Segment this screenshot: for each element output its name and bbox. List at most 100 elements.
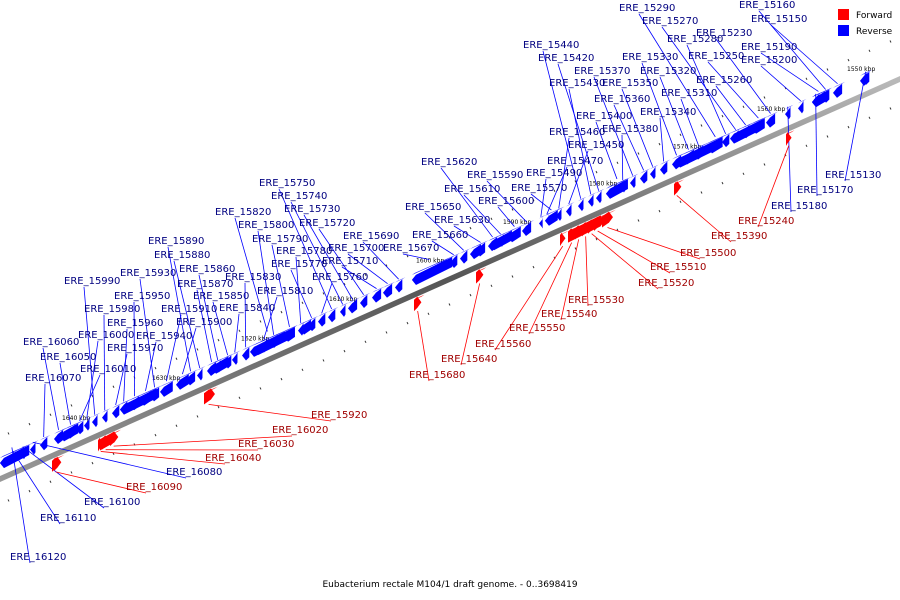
gene-ere-15500 bbox=[602, 211, 613, 228]
gene-features bbox=[0, 69, 873, 472]
gene-ere-15830 bbox=[242, 347, 250, 361]
gene-label: ERE_15530 bbox=[568, 295, 624, 306]
leader-line bbox=[686, 44, 727, 135]
minor-tick bbox=[70, 471, 73, 474]
gene-label: ERE_15900 bbox=[176, 317, 232, 328]
legend-forward-swatch bbox=[838, 9, 849, 20]
gene-label: ERE_15180 bbox=[771, 201, 827, 212]
leader-line bbox=[621, 88, 654, 167]
gene-label: ERE_16020 bbox=[272, 425, 328, 436]
minor-tick bbox=[28, 422, 31, 426]
leader-line bbox=[540, 178, 547, 217]
gene-label: ERE_15740 bbox=[271, 191, 327, 202]
gene-ere-15440 bbox=[578, 198, 584, 212]
leader-line bbox=[597, 230, 671, 274]
leader-line bbox=[103, 314, 106, 411]
gene-block bbox=[786, 132, 792, 146]
gene-label: ERE_15190 bbox=[741, 42, 797, 53]
leader-line bbox=[715, 85, 746, 126]
leader-line bbox=[12, 450, 61, 525]
gene-ere-15830-top bbox=[242, 345, 253, 351]
gene-label: ERE_15510 bbox=[650, 262, 706, 273]
leader-line bbox=[607, 227, 701, 260]
gene-ere-15350 bbox=[650, 166, 656, 180]
gene-block bbox=[676, 137, 722, 168]
gene-label: ERE_15170 bbox=[797, 185, 853, 196]
leader-line bbox=[546, 166, 568, 215]
gene-label: ERE_15330 bbox=[622, 52, 678, 63]
gene-ere-15180 bbox=[785, 106, 791, 120]
minor-tick bbox=[889, 40, 892, 43]
minor-tick bbox=[322, 359, 325, 362]
gene-label: ERE_15130 bbox=[825, 170, 881, 181]
minor-tick bbox=[490, 284, 493, 288]
gene-block bbox=[204, 388, 215, 405]
gene-block-top bbox=[204, 386, 218, 394]
leader-line bbox=[528, 242, 573, 335]
gene-ere-15230 bbox=[766, 113, 776, 128]
gene-label: ERE_15780 bbox=[276, 246, 332, 257]
gene-label: ERE_15640 bbox=[441, 354, 497, 365]
gene-ere-15740-top bbox=[340, 302, 349, 307]
gene-block bbox=[54, 456, 62, 472]
minor-tick bbox=[238, 396, 241, 400]
gene-label: ERE_15650 bbox=[405, 202, 461, 213]
minor-tick bbox=[700, 191, 703, 194]
gene-ere-15750-top bbox=[328, 306, 339, 313]
gene-label: ERE_15320 bbox=[640, 66, 696, 77]
leader-line bbox=[278, 188, 333, 310]
minor-tick bbox=[364, 273, 367, 277]
minor-tick bbox=[7, 432, 10, 435]
gene-block-top bbox=[254, 325, 298, 346]
gene-ere-15370-top bbox=[630, 173, 639, 179]
gene-label: ERE_15310 bbox=[661, 88, 717, 99]
gene-label: ERE_15430 bbox=[549, 78, 605, 89]
leader-line bbox=[43, 383, 46, 437]
gene-label: ERE_15790 bbox=[252, 234, 308, 245]
leader-line bbox=[641, 62, 677, 156]
gene-label: ERE_15400 bbox=[576, 111, 632, 122]
minor-tick bbox=[616, 228, 619, 232]
minor-tick bbox=[196, 415, 199, 418]
leader-line bbox=[55, 471, 147, 494]
gene-ere-15720-top bbox=[360, 292, 371, 299]
gene-label: ERE_15700 bbox=[328, 243, 384, 254]
minor-tick bbox=[658, 142, 661, 146]
gene-block-top bbox=[786, 130, 795, 135]
minor-tick bbox=[637, 152, 640, 155]
leader-line bbox=[11, 447, 31, 564]
gene-block-top bbox=[60, 421, 82, 432]
leader-line bbox=[362, 241, 399, 280]
gene-label: ERE_15240 bbox=[738, 216, 794, 227]
gene-ere-16080 bbox=[30, 442, 36, 455]
gene-ere-15570-top bbox=[545, 208, 561, 216]
leader-line bbox=[234, 313, 240, 353]
leader-line bbox=[486, 180, 527, 223]
gene-ere-15350-top bbox=[650, 164, 659, 170]
scale-tick-label: 1560 kbp bbox=[757, 106, 785, 113]
leader-line bbox=[557, 63, 600, 191]
gene-label: ERE_15550 bbox=[509, 323, 565, 334]
minor-tick bbox=[49, 480, 52, 484]
minor-tick bbox=[574, 247, 577, 250]
gene-label: ERE_16030 bbox=[238, 439, 294, 450]
minor-tick bbox=[28, 489, 31, 493]
gene-label: ERE_15770 bbox=[271, 259, 327, 270]
minor-tick bbox=[280, 377, 283, 381]
leader-line bbox=[760, 65, 802, 102]
leader-line bbox=[787, 106, 792, 213]
leader-line bbox=[321, 282, 333, 314]
scale-tick-label: 1600 kbp bbox=[416, 258, 444, 265]
gene-label: ERE_15660 bbox=[412, 230, 468, 241]
minor-tick bbox=[343, 349, 346, 353]
gene-label: ERE_16070 bbox=[25, 373, 81, 384]
minor-tick bbox=[637, 219, 640, 222]
gene-label: ERE_15390 bbox=[711, 231, 767, 242]
gene-ere-15700 bbox=[383, 283, 393, 298]
gene-label: ERE_15230 bbox=[696, 28, 752, 39]
gene-label: ERE_15910 bbox=[161, 304, 217, 315]
minor-tick bbox=[763, 96, 766, 99]
gene-ere-16000-top bbox=[84, 416, 93, 421]
gene-label: ERE_15820 bbox=[215, 207, 271, 218]
minor-tick bbox=[490, 217, 493, 221]
